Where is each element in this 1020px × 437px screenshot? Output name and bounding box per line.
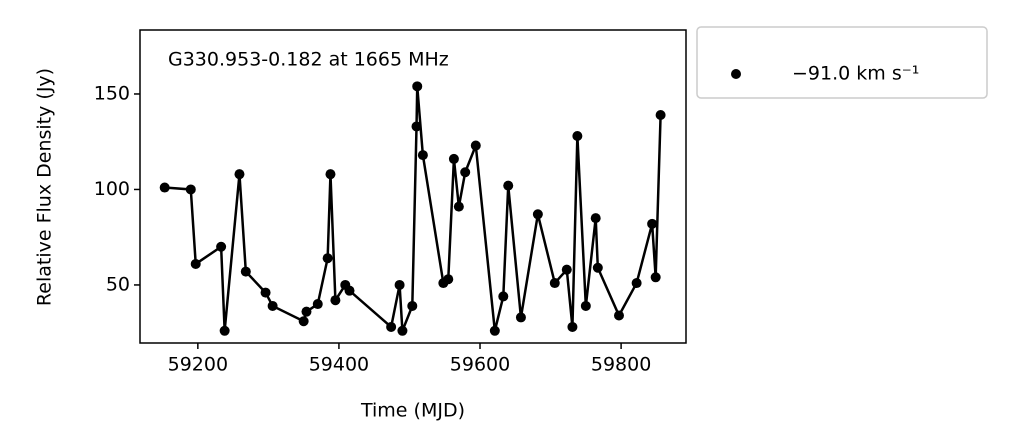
y-tick-label: 50 (106, 273, 130, 295)
data-point (240, 266, 251, 277)
legend-box (696, 26, 988, 99)
data-point (412, 81, 423, 92)
data-point (549, 278, 560, 289)
data-point (234, 169, 245, 180)
data-point (532, 209, 543, 220)
data-point (650, 272, 661, 283)
data-point (397, 325, 408, 336)
data-point (567, 321, 578, 332)
data-point (592, 262, 603, 273)
data-point (453, 201, 464, 212)
data-point (655, 109, 666, 120)
data-point (561, 264, 572, 275)
y-tick-label: 100 (94, 178, 130, 200)
data-point (590, 213, 601, 224)
annotation: G330.953-0.182 at 1665 MHz (168, 49, 449, 71)
data-point (185, 184, 196, 195)
data-point (572, 130, 583, 141)
y-axis-label: Relative Flux Density (Jy) (34, 68, 56, 306)
data-point (216, 241, 227, 252)
data-point (503, 180, 514, 191)
data-point (498, 291, 509, 302)
series-line (164, 86, 662, 332)
legend-marker (731, 69, 741, 79)
data-point (260, 287, 271, 298)
data-point (344, 285, 355, 296)
legend-label: −91.0 km s⁻¹ (792, 63, 919, 85)
data-point (312, 299, 323, 310)
data-point (407, 300, 418, 311)
data-point (159, 182, 170, 193)
x-axis-label: Time (MJD) (360, 400, 465, 422)
data-point (443, 274, 454, 285)
data-point (411, 121, 422, 132)
x-tick-label: 59400 (309, 354, 369, 376)
data-point (298, 316, 309, 327)
x-tick-label: 59600 (450, 354, 510, 376)
data-point (219, 325, 230, 336)
data-point (647, 218, 658, 229)
data-point (267, 300, 278, 311)
data-point (631, 278, 642, 289)
data-point (190, 258, 201, 269)
data-point (325, 169, 336, 180)
data-point (460, 167, 471, 178)
data-point (417, 150, 428, 161)
x-tick-label: 59800 (591, 354, 651, 376)
data-point (489, 325, 500, 336)
data-point (322, 253, 333, 264)
y-tick-label: 150 (94, 82, 130, 104)
data-point (386, 321, 397, 332)
data-point (301, 306, 312, 317)
data-point (580, 300, 591, 311)
data-point (470, 140, 481, 151)
data-point (394, 279, 405, 290)
data-point (515, 312, 526, 323)
plot-frame (139, 29, 687, 344)
data-point (613, 310, 624, 321)
x-tick-label: 59200 (168, 354, 228, 376)
data-point (448, 153, 459, 164)
data-point (330, 295, 341, 306)
